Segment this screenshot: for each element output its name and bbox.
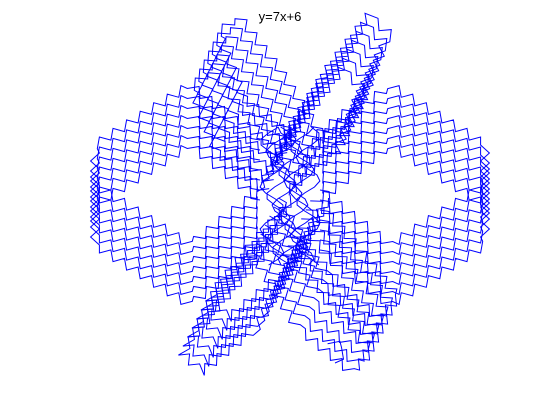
lower-right-lobe-curve-3 [264,224,385,344]
right-wing-curve-1 [319,134,491,296]
lower-left-lobe-curve-6 [205,195,329,322]
upper-left-lobe-curve-3 [205,45,311,166]
lower-right-lobe-curve-6 [278,197,398,317]
upper-left-lobe-curve-2 [201,54,306,175]
left-wing-curve-1 [89,134,261,296]
lower-right-lobe-curve-2 [260,233,380,353]
center-braid-curve-5 [289,126,315,266]
right-wing-curve-3 [319,114,491,276]
left-wing-curve-0 [89,144,261,306]
lower-right-lobe-curve-5 [273,206,394,326]
center-braid-curve-1 [265,127,291,265]
right-wing-curve-2 [319,124,491,286]
left-wing-curve-2 [89,124,261,286]
center-braid-curve-6 [295,126,321,266]
left-wing-curve-4 [89,104,261,266]
upper-left-lobe-curve-5 [214,27,320,148]
lower-right-lobe-curve-1 [255,242,376,362]
chart-title: y=7x+6 [258,9,302,24]
center-braid-curve-2 [271,126,297,266]
lower-right-lobe-curve-4 [269,215,389,335]
right-wing-curve-5 [319,94,491,256]
upper-left-lobe-curve-4 [210,36,315,157]
left-wing-curve-6 [89,84,261,246]
lower-right-lobe-curve-0 [251,251,371,371]
lower-left-lobe-curve-3 [191,222,316,349]
upper-right-lobe-curve-5 [278,21,388,151]
upper-left-lobe-curve-1 [196,63,302,184]
upper-right-lobe-curve-6 [283,12,392,142]
right-wing-curve-4 [319,104,491,266]
curve-group [89,12,491,376]
upper-left-lobe-curve-6 [219,18,324,139]
upper-right-lobe-curve-4 [274,30,383,160]
upper-left-lobe-curve-0 [192,72,297,193]
right-wing-curve-6 [319,84,491,246]
lower-left-lobe-curve-5 [200,204,325,331]
left-wing-curve-3 [89,114,261,276]
tail-curve [327,340,345,364]
right-wing-curve-0 [319,144,491,306]
left-wing-curve-5 [89,94,261,256]
